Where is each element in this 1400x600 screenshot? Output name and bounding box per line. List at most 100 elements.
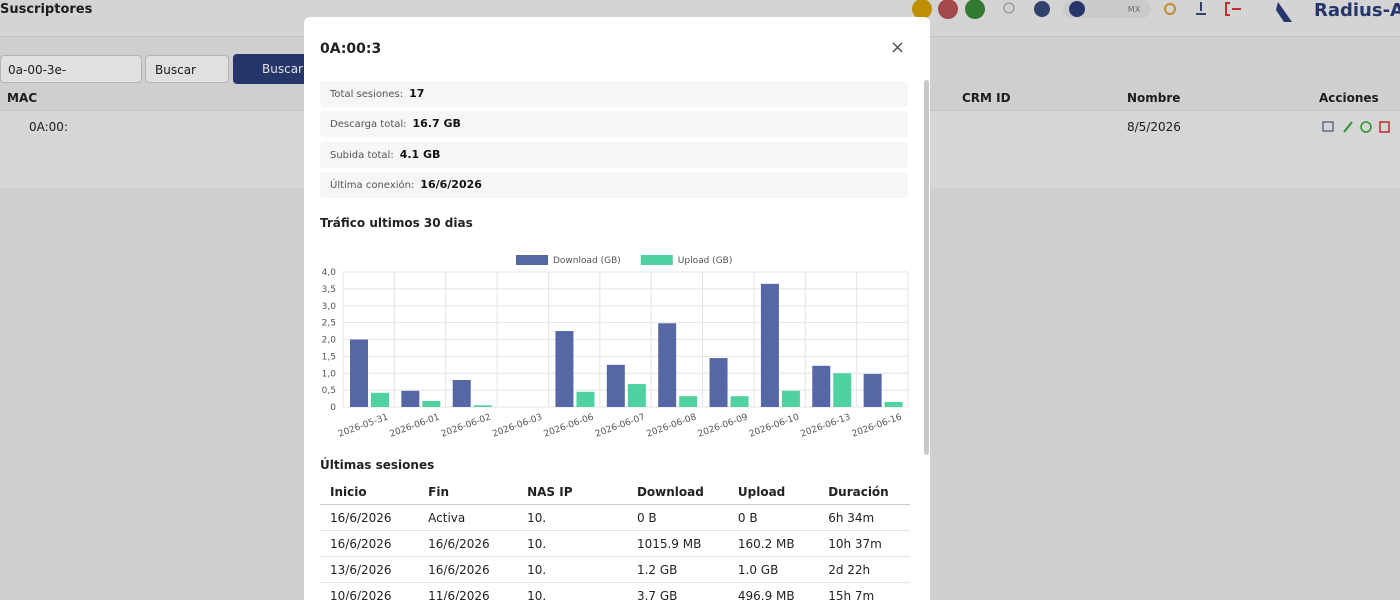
name-cell: 8/5/2026 xyxy=(1127,120,1181,134)
col-header: Nombre xyxy=(1127,91,1181,105)
bar xyxy=(730,396,749,407)
top-icons: MX Radius-AC xyxy=(912,0,1400,22)
flag-br[interactable] xyxy=(965,0,985,19)
bar xyxy=(679,396,698,407)
upload-icon[interactable] xyxy=(1196,2,1206,15)
scrollbar[interactable] xyxy=(924,80,929,455)
x-tick-label: 2026-06-06 xyxy=(543,412,596,439)
sessions-heading: Últimas sesiones xyxy=(320,458,435,472)
brand: Radius-AC xyxy=(1314,0,1400,21)
logout[interactable] xyxy=(1225,2,1241,16)
power-icon[interactable] xyxy=(1360,121,1372,133)
session-cell: 3.7 GB xyxy=(626,582,728,600)
bar xyxy=(863,373,882,407)
bar xyxy=(371,392,389,407)
refresh[interactable] xyxy=(1164,3,1176,15)
session-cell: 16/6/2026 xyxy=(418,530,518,557)
session-row: 10/6/2026 11/6/2026 10. 3.7 GB 496.9 MB 15h 7… xyxy=(320,582,910,600)
bar xyxy=(833,373,852,407)
chart: 0 0,5 1,0 1,5 2,0 2,5 3,0 3,5 4,0 Download (GB) Up… xyxy=(322,255,909,440)
session-cell: 16/6/2026 xyxy=(418,556,518,583)
col-header: Acciones xyxy=(1319,91,1379,105)
session-cell: 160.2 MB xyxy=(727,530,819,557)
filter-select[interactable]: Buscar xyxy=(145,55,229,83)
session-cell: 10h 37m xyxy=(818,530,910,557)
stat-label: Última conexión: xyxy=(330,180,415,191)
bar xyxy=(760,283,779,407)
column-header: Download xyxy=(626,479,728,505)
x-tick-label: 2026-06-16 xyxy=(851,412,904,439)
modal: 0A:00:3 × Total sesiones: 17 Descarga tot… xyxy=(304,17,930,600)
x-tick-label: 2026-06-13 xyxy=(799,412,852,439)
stat-value: 17 xyxy=(409,87,425,100)
col-header: MAC xyxy=(7,91,38,105)
bar xyxy=(627,384,646,407)
session-cell: 10. xyxy=(517,582,627,600)
stat-label: Descarga total: xyxy=(330,119,407,130)
session-cell: 16/6/2026 xyxy=(320,530,419,557)
y-tick-label: 3,5 xyxy=(322,285,336,295)
stat: Total sesiones: 17 xyxy=(320,81,908,107)
bar xyxy=(812,365,831,407)
x-tick-label: 2026-06-03 xyxy=(491,412,544,439)
stat-value: 16.7 GB xyxy=(412,117,461,130)
stats-icon[interactable] xyxy=(1322,121,1334,132)
theme-toggle[interactable] xyxy=(1063,0,1151,18)
flag-es[interactable] xyxy=(912,0,932,19)
search-input[interactable]: 0a-00-3e- xyxy=(0,55,142,83)
row-actions[interactable] xyxy=(1320,118,1395,134)
flag-us[interactable] xyxy=(938,0,958,19)
x-tick-label: 2026-06-07 xyxy=(594,412,647,439)
mac-cell[interactable]: 0A:00: xyxy=(29,120,68,134)
column-header: Upload xyxy=(727,479,819,505)
bar xyxy=(422,400,441,407)
stat-value: 4.1 GB xyxy=(399,148,441,161)
bar xyxy=(576,391,595,407)
session-cell: 1.2 GB xyxy=(626,556,728,583)
bar xyxy=(709,358,728,407)
legend-swatch xyxy=(516,255,548,265)
y-tick-label: 1,0 xyxy=(322,369,337,379)
session-cell: 6h 34m xyxy=(818,504,910,531)
page-title: Suscriptores xyxy=(0,2,93,17)
legend-swatch xyxy=(640,255,673,265)
bar xyxy=(473,405,492,407)
bar xyxy=(350,339,368,407)
session-cell: 10. xyxy=(517,504,627,531)
session-cell: Activa xyxy=(418,504,518,531)
y-tick-label: 0,5 xyxy=(322,386,336,396)
bar xyxy=(555,331,574,407)
close-button[interactable]: × xyxy=(890,37,906,58)
bar xyxy=(884,401,903,407)
bar xyxy=(401,390,420,407)
stat: Última conexión: 16/6/2026 xyxy=(320,172,908,198)
avatar[interactable] xyxy=(1034,1,1050,17)
stat-label: Total sesiones: xyxy=(330,89,404,100)
stat: Subida total: 4.1 GB xyxy=(320,142,908,168)
session-cell: 1015.9 MB xyxy=(626,530,728,557)
session-cell: 11/6/2026 xyxy=(418,582,518,600)
y-tick-label: 2,5 xyxy=(322,319,336,329)
lang-code: MX xyxy=(1128,5,1141,14)
x-tick-label: 2026-06-09 xyxy=(697,412,750,439)
legend-label: Upload (GB) xyxy=(678,256,733,266)
header-row: Inicio Fin NAS IP Download Upload Duración xyxy=(320,479,910,505)
sessions-table: Inicio Fin NAS IP Download Upload Duración 16/… xyxy=(320,479,910,600)
session-cell: 10. xyxy=(517,530,627,557)
column-header: Inicio xyxy=(320,479,419,505)
sun[interactable] xyxy=(1069,1,1085,17)
action-icons[interactable] xyxy=(1320,118,1395,134)
x-tick-label: 2026-05-31 xyxy=(337,412,390,439)
modal-title: 0A:00:3 xyxy=(320,41,382,57)
session-row: 13/6/2026 16/6/2026 10. 1.2 GB 1.0 GB 2d 22h xyxy=(320,556,910,583)
column-header: Fin xyxy=(418,479,518,505)
search-button[interactable]: Buscar xyxy=(233,54,313,84)
stat-value: 16/6/2026 xyxy=(420,178,482,191)
bell[interactable] xyxy=(1003,2,1015,14)
delete-icon[interactable] xyxy=(1379,121,1390,133)
session-cell: 13/6/2026 xyxy=(320,556,419,583)
edit-icon[interactable] xyxy=(1343,121,1353,133)
session-cell: 15h 7m xyxy=(818,582,910,600)
session-cell: 16/6/2026 xyxy=(320,504,419,531)
